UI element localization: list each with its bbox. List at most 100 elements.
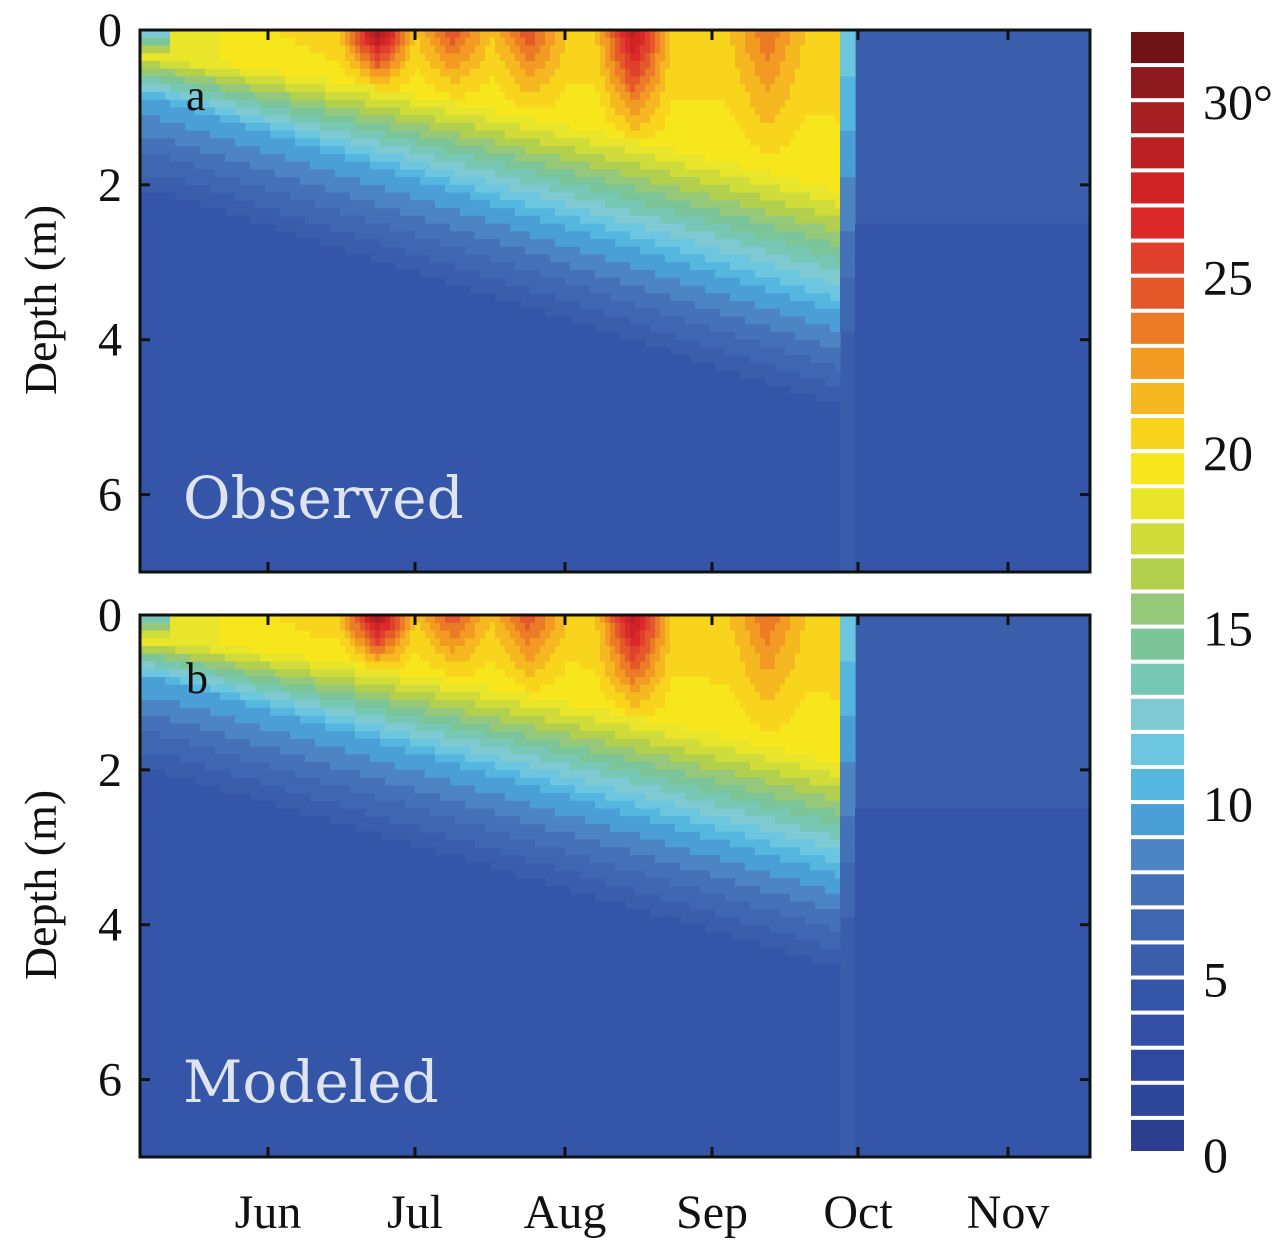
heatmap-cell — [390, 548, 396, 558]
heatmap-cell — [200, 246, 206, 256]
heatmap-cell — [235, 525, 241, 534]
heatmap-cell — [470, 138, 476, 147]
heatmap-cell — [425, 533, 431, 542]
heatmap-cell — [350, 91, 356, 101]
heatmap-cell — [185, 331, 191, 341]
heatmap-cell — [190, 146, 196, 155]
heatmap-cell — [265, 486, 271, 496]
heatmap-cell — [245, 494, 251, 503]
heatmap-cell — [170, 463, 176, 472]
heatmap-cell — [490, 548, 496, 558]
heatmap-cell — [200, 107, 206, 116]
heatmap-cell — [265, 37, 271, 47]
heatmap-cell — [250, 122, 256, 132]
heatmap-cell — [230, 548, 236, 558]
heatmap-cell — [470, 45, 476, 54]
heatmap-cell — [440, 471, 446, 480]
heatmap-cell — [235, 548, 241, 558]
heatmap-cell — [400, 146, 406, 155]
heatmap-cell — [335, 208, 341, 217]
heatmap-cell — [190, 448, 196, 457]
heatmap-cell — [395, 556, 401, 565]
heatmap-cell — [235, 541, 241, 550]
heatmap-cell — [335, 68, 341, 78]
heatmap-cell — [350, 479, 356, 488]
heatmap-cell — [460, 533, 466, 542]
heatmap-cell — [425, 153, 431, 163]
heatmap-cell — [155, 541, 161, 550]
heatmap-cell — [255, 533, 261, 542]
heatmap-cell — [285, 277, 291, 287]
heatmap-cell — [330, 246, 336, 256]
heatmap-cell — [250, 115, 256, 124]
heatmap-cell — [305, 270, 311, 279]
heatmap-cell — [390, 510, 396, 519]
heatmap-cell — [315, 548, 321, 558]
heatmap-cell — [370, 494, 376, 503]
heatmap-cell — [315, 502, 321, 511]
heatmap-cell — [350, 208, 356, 217]
heatmap-cell — [160, 60, 166, 70]
heatmap-cell — [390, 339, 396, 349]
heatmap-cell — [425, 494, 431, 503]
heatmap-cell — [270, 479, 276, 488]
heatmap-cell — [390, 153, 396, 163]
heatmap-cell — [305, 169, 311, 178]
heatmap-cell — [330, 161, 336, 170]
heatmap-cell — [490, 316, 496, 325]
heatmap-cell — [175, 347, 181, 356]
heatmap-cell — [280, 68, 286, 78]
heatmap-cell — [505, 254, 511, 263]
heatmap-cell — [460, 262, 466, 271]
heatmap-cell — [370, 479, 376, 488]
heatmap-cell — [170, 76, 176, 85]
heatmap-cell — [455, 200, 461, 209]
heatmap-cell — [375, 146, 381, 155]
heatmap-cell — [145, 502, 151, 511]
heatmap-cell — [405, 239, 411, 248]
heatmap-cell — [455, 417, 461, 426]
heatmap-cell — [365, 192, 371, 201]
heatmap-cell — [505, 169, 511, 178]
heatmap-cell — [180, 494, 186, 503]
heatmap-cell — [185, 510, 191, 519]
heatmap-cell — [290, 448, 296, 457]
heatmap-cell — [410, 308, 416, 318]
heatmap-cell — [445, 99, 451, 109]
heatmap-cell — [450, 347, 456, 356]
heatmap-cell — [345, 401, 351, 410]
heatmap-cell — [160, 316, 166, 325]
heatmap-cell — [505, 200, 511, 209]
heatmap-cell — [320, 525, 326, 534]
heatmap-cell — [220, 440, 226, 449]
heatmap-cell — [345, 339, 351, 349]
heatmap-cell — [330, 548, 336, 558]
heatmap-cell — [150, 301, 156, 310]
heatmap-cell — [155, 440, 161, 449]
heatmap-cell — [145, 448, 151, 457]
heatmap-cell — [465, 153, 471, 163]
heatmap-cell — [180, 331, 186, 341]
heatmap-cell — [240, 378, 246, 387]
heatmap-cell — [155, 301, 161, 310]
heatmap-cell — [470, 331, 476, 341]
heatmap-cell — [385, 192, 391, 201]
heatmap-cell — [255, 169, 261, 178]
heatmap-cell — [225, 184, 231, 194]
heatmap-cell — [295, 541, 301, 550]
heatmap-cell — [205, 223, 211, 232]
heatmap-cell — [200, 355, 206, 364]
heatmap-cell — [500, 541, 506, 550]
heatmap-cell — [210, 45, 216, 54]
heatmap-cell — [160, 502, 166, 511]
heatmap-cell — [480, 76, 486, 85]
heatmap-cell — [360, 91, 366, 101]
heatmap-cell — [175, 510, 181, 519]
heatmap-cell — [470, 316, 476, 325]
heatmap-cell — [495, 541, 501, 550]
heatmap-cell — [345, 270, 351, 279]
heatmap-cell — [210, 510, 216, 519]
heatmap-cell — [400, 479, 406, 488]
heatmap-cell — [300, 393, 306, 403]
heatmap-cell — [250, 177, 256, 186]
